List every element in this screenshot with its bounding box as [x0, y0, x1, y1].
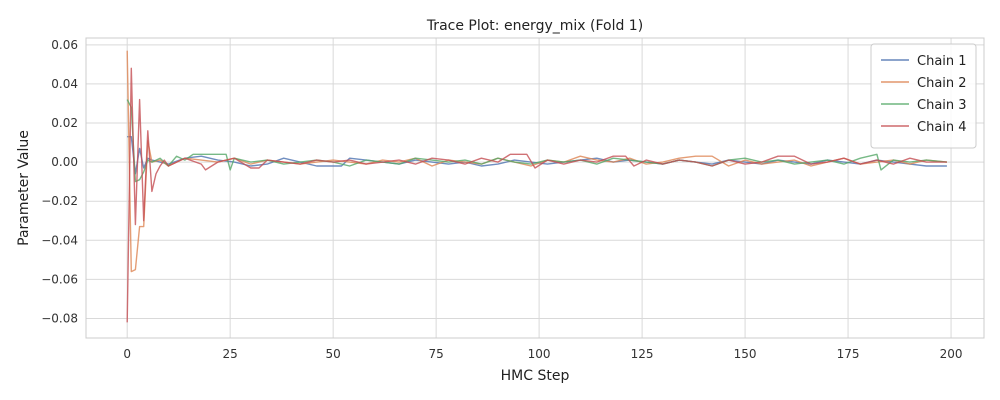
- legend: Chain 1 Chain 2 Chain 3 Chain 4: [870, 43, 977, 149]
- x-tick-label: 150: [734, 347, 757, 361]
- series-lines: [126, 50, 947, 323]
- series-line-chain-1: [127, 135, 947, 175]
- y-tick-label: 0.00: [51, 155, 78, 169]
- y-tick-label: 0.02: [51, 116, 78, 130]
- plot-frame: [85, 37, 985, 339]
- x-tick-label: 100: [528, 347, 551, 361]
- legend-entry-label: Chain 3: [917, 98, 967, 113]
- y-axis-label: Parameter Value: [16, 130, 32, 246]
- x-tick-label: 25: [223, 347, 238, 361]
- grid: [86, 38, 984, 338]
- y-tick-label: −0.06: [41, 272, 78, 286]
- x-tick-label: 125: [631, 347, 654, 361]
- chart-title: Trace Plot: energy_mix (Fold 1): [426, 18, 643, 34]
- series-line-chain-4: [126, 67, 947, 323]
- series-line-chain-3: [126, 99, 947, 183]
- x-tick-label: 50: [326, 347, 341, 361]
- y-tick-label: −0.08: [41, 311, 78, 325]
- y-tick-label: 0.04: [51, 77, 78, 91]
- y-tick-label: 0.06: [51, 38, 78, 52]
- legend-entry-label: Chain 1: [917, 54, 967, 69]
- x-tick-label: 200: [940, 347, 963, 361]
- tick-labels: 0 25 50 75 100 125 150 175 200 −0.08 −0.06 −0.04 −0.…: [41, 38, 962, 361]
- x-axis-label: HMC Step: [501, 368, 570, 384]
- legend-box: [870, 43, 977, 149]
- legend-entry-label: Chain 2: [917, 76, 967, 91]
- x-tick-label: 75: [428, 347, 443, 361]
- legend-entry-label: Chain 4: [917, 120, 967, 135]
- y-tick-label: −0.04: [41, 233, 78, 247]
- x-tick-label: 0: [123, 347, 131, 361]
- y-tick-label: −0.02: [41, 194, 78, 208]
- x-tick-label: 175: [837, 347, 860, 361]
